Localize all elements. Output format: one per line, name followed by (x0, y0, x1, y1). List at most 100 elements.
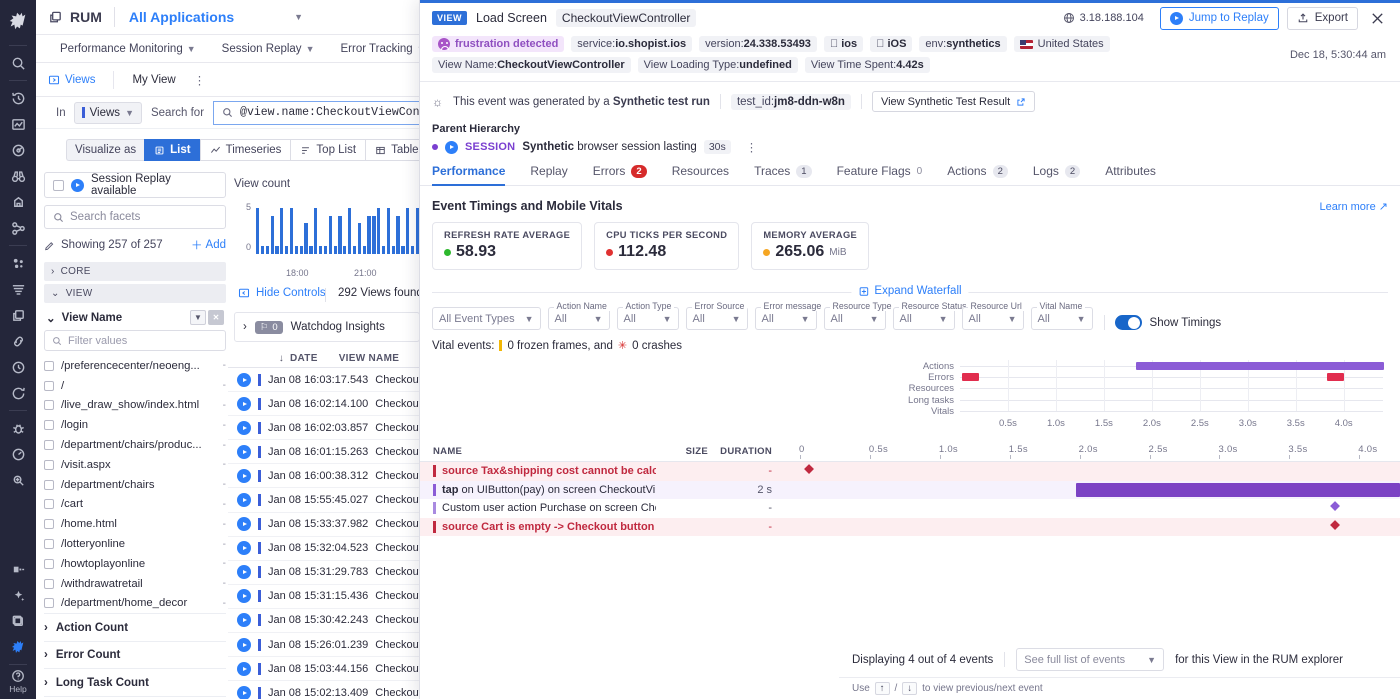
rum-icon[interactable] (3, 303, 33, 327)
event-marker-bar[interactable] (1075, 482, 1400, 497)
visualize-option-list[interactable]: List (144, 139, 200, 161)
table-row[interactable]: Jan 08 15:02:13.409 CheckoutVi (228, 681, 423, 699)
view-synthetic-test-result-button[interactable]: View Synthetic Test Result (871, 91, 1036, 112)
tag-view-loading-type[interactable]: View Loading Type:undefined (637, 57, 798, 73)
nav-session-replay[interactable]: Session Replay ▼ (222, 43, 315, 55)
waterfall-segment[interactable] (1326, 372, 1344, 381)
table-row[interactable]: Jan 08 16:02:14.100 CheckoutVi (228, 392, 423, 417)
product-title[interactable]: RUM (36, 9, 114, 25)
facet-clear-icon[interactable]: ✕ (208, 310, 224, 325)
column-header-name[interactable]: NAME (433, 446, 463, 457)
table-row[interactable]: Jan 08 16:01:15.263 CheckoutVi (228, 440, 423, 465)
checkbox[interactable] (44, 400, 54, 411)
monitors-icon[interactable] (3, 138, 33, 162)
event-marker-diamond[interactable] (804, 464, 815, 474)
my-view-tab[interactable]: My View (132, 73, 176, 86)
facet-value-item[interactable]: /department/chairs - (44, 475, 226, 495)
watchdog-binoculars-icon[interactable] (3, 164, 33, 188)
tag-view-name[interactable]: View Name:CheckoutViewController (432, 57, 631, 73)
checkbox[interactable] (44, 499, 54, 510)
play-icon[interactable] (237, 420, 251, 435)
table-row[interactable]: Jan 08 16:00:38.312 CheckoutVi (228, 464, 423, 489)
jump-to-replay-button[interactable]: Jump to Replay (1159, 6, 1279, 30)
column-header-date[interactable]: DATE (290, 353, 318, 364)
tab-logs[interactable]: Logs 2 (1033, 164, 1081, 185)
panel-title-chip[interactable]: CheckoutViewController (555, 9, 697, 27)
facet-filter-icon[interactable]: ▼ (190, 310, 206, 325)
play-icon[interactable] (237, 396, 251, 411)
checkbox[interactable] (44, 360, 54, 371)
error-tracking-bug-icon[interactable] (3, 416, 33, 440)
column-header-view-name[interactable]: VIEW NAME (338, 353, 400, 364)
ip-address-chip[interactable]: 3.18.188.104 (1055, 9, 1152, 27)
views-toggle[interactable]: Views (48, 74, 95, 86)
tab-traces[interactable]: Traces 1 (754, 164, 812, 185)
event-row[interactable]: Custom user action Purchase on screen Ch… (420, 499, 1400, 518)
tag-service[interactable]: service:io.shopist.ios (571, 36, 693, 52)
facet-session-replay-available[interactable]: Session Replay available (44, 172, 226, 198)
table-row[interactable]: Jan 08 16:03:17.543 CheckoutVi (228, 368, 423, 393)
see-full-list-select[interactable]: See full list of events ▼ (1016, 648, 1165, 671)
facet-search-input[interactable]: Search facets (44, 205, 226, 229)
facet-group-long-task-count[interactable]: › Long Task Count (44, 668, 226, 696)
table-row[interactable]: Jan 08 15:26:01.239 CheckoutVi (228, 633, 423, 658)
datadog-logo-icon[interactable] (4, 7, 32, 35)
containers-icon[interactable] (3, 609, 33, 633)
facet-group-crash-count[interactable]: ›Crash Count (44, 695, 226, 699)
play-icon[interactable] (237, 468, 251, 483)
sort-indicator[interactable]: ↓ (278, 353, 284, 364)
security-icon[interactable] (3, 468, 33, 492)
synthetics-icon[interactable] (3, 329, 33, 353)
search-icon[interactable] (3, 51, 33, 75)
tag-os-ios[interactable]:  iOS (870, 36, 913, 52)
facet-value-item[interactable]: /login - (44, 415, 226, 435)
checkbox[interactable] (44, 420, 54, 431)
parent-session-row[interactable]: SESSION Synthetic browser session lastin… (432, 140, 1388, 154)
facet-value-item[interactable]: / - (44, 376, 226, 396)
play-icon[interactable] (237, 613, 251, 628)
facet-value-item[interactable]: /lotteryonline - (44, 534, 226, 554)
dashboards-icon[interactable] (3, 112, 33, 136)
visualize-option-top-list[interactable]: Top List (290, 139, 366, 161)
frustration-badge[interactable]: frustration detected (432, 36, 565, 52)
facet-value-item[interactable]: /live_draw_show/index.html - (44, 396, 226, 416)
checkbox[interactable] (44, 380, 54, 391)
facet-group-error-count[interactable]: › Error Count (44, 640, 226, 669)
table-row[interactable]: Jan 08 15:55:45.027 CheckoutVi (228, 488, 423, 513)
play-icon[interactable] (237, 541, 251, 556)
tab-replay[interactable]: Replay (530, 164, 567, 185)
filter-select[interactable]: All ▼ (892, 307, 955, 330)
play-icon[interactable] (237, 661, 251, 676)
event-row[interactable]: source Tax&shipping cost cannot be calcu… (420, 462, 1400, 481)
checkbox[interactable] (44, 558, 54, 569)
close-panel-button[interactable] (1366, 7, 1388, 29)
facet-value-item[interactable]: /cart - (44, 495, 226, 515)
agent-status-icon[interactable] (3, 635, 33, 659)
column-header-size[interactable]: SIZE (685, 446, 708, 457)
nav-error-tracking[interactable]: Error Tracking ▼ (340, 43, 425, 55)
table-row[interactable]: Jan 08 15:32:04.523 CheckoutVi (228, 537, 423, 561)
search-scope-selector[interactable]: Views ▼ (73, 101, 142, 124)
checkbox[interactable] (44, 598, 54, 609)
checkbox[interactable] (53, 179, 64, 191)
apm-icon[interactable] (3, 190, 33, 214)
logs-icon[interactable] (3, 277, 33, 301)
facet-group-core[interactable]: › CORE (44, 262, 226, 281)
checkbox[interactable] (44, 519, 54, 530)
checkbox[interactable] (44, 578, 54, 589)
session-options-kebab-icon[interactable]: ⋮ (745, 142, 759, 154)
tag-device-ios[interactable]:  ios (823, 36, 864, 52)
checkbox[interactable] (44, 440, 54, 451)
add-facet-button[interactable]: ＋ Add (191, 237, 226, 253)
tab-performance[interactable]: Performance (432, 164, 506, 186)
visualize-option-table[interactable]: Table (365, 139, 428, 161)
learn-more-link[interactable]: Learn more ↗ (1319, 200, 1388, 213)
service-map-icon[interactable] (3, 216, 33, 240)
filter-select[interactable]: All ▼ (754, 307, 817, 330)
view-options-kebab-icon[interactable]: ⋮ (193, 74, 207, 87)
visualize-option-timeseries[interactable]: Timeseries (199, 139, 291, 161)
facet-group-view[interactable]: ⌄ VIEW (44, 284, 226, 303)
event-row[interactable]: tap on UIButton(pay) on screen CheckoutV… (420, 480, 1400, 499)
waterfall-segment[interactable] (962, 372, 980, 381)
play-icon[interactable] (237, 493, 251, 508)
